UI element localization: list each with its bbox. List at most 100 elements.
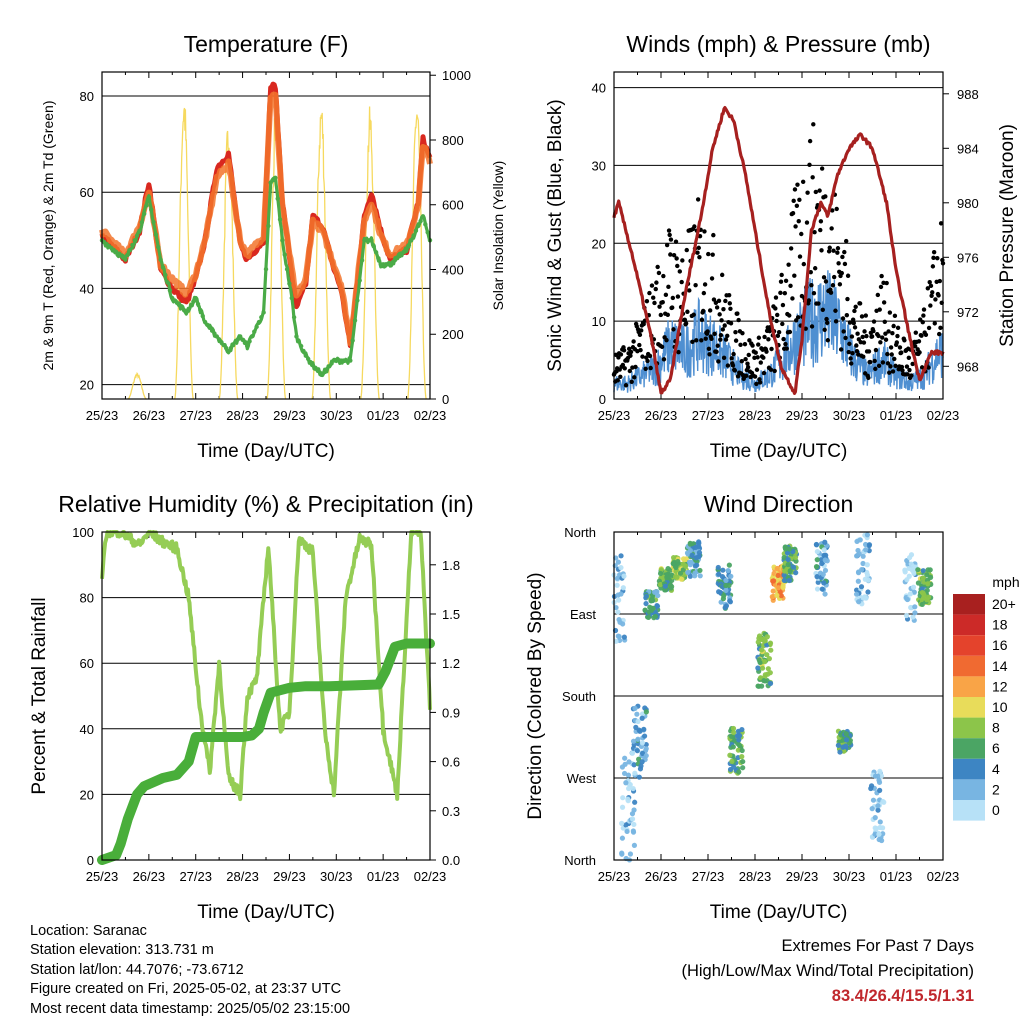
direction-point — [855, 578, 861, 584]
direction-point — [664, 575, 670, 581]
gust-point — [808, 269, 813, 275]
gust-point — [809, 283, 814, 288]
direction-point — [636, 774, 642, 780]
gust-point — [857, 301, 863, 306]
gust-point — [695, 250, 700, 255]
direction-point — [620, 621, 626, 627]
direction-point — [687, 562, 693, 568]
gust-point — [728, 306, 733, 311]
extremes-panel: Extremes For Past 7 Days (High/Low/Max W… — [681, 934, 974, 1009]
direction-point — [723, 582, 729, 589]
gust-point — [639, 328, 644, 333]
direction-point — [657, 581, 664, 588]
gust-point — [937, 278, 943, 284]
x-tick-label: 02/23 — [414, 408, 447, 423]
direction-point — [730, 744, 736, 750]
x-tick-label: 28/23 — [739, 408, 772, 423]
gust-point — [620, 362, 626, 368]
solar-curve — [311, 112, 332, 400]
gust-point — [699, 338, 704, 343]
gust-point — [907, 367, 912, 373]
direction-point — [862, 541, 869, 548]
gust-point — [647, 290, 652, 296]
gust-point — [757, 380, 763, 385]
gust-point — [676, 349, 681, 355]
direction-point — [631, 842, 638, 848]
gust-point — [809, 324, 815, 329]
legend-swatch — [953, 614, 985, 636]
gust-point — [883, 331, 888, 336]
x-tick-label: 01/23 — [367, 408, 400, 423]
direction-point — [915, 567, 921, 573]
gust-point — [850, 317, 856, 322]
y-axis-label: 2m & 9m T (Red, Orange) & 2m Td (Green) — [40, 101, 56, 371]
legend-swatch — [953, 594, 985, 615]
direction-point — [626, 785, 632, 792]
legend-label: 4 — [992, 761, 1000, 777]
gust-point — [805, 190, 810, 195]
gust-point — [723, 298, 728, 304]
data-point — [186, 306, 191, 312]
data-point — [167, 288, 173, 293]
gust-point — [796, 218, 801, 224]
direction-point — [720, 567, 726, 573]
gust-point — [721, 355, 727, 361]
gust-point — [864, 333, 869, 339]
gust-point — [823, 279, 829, 284]
gust-point — [790, 296, 795, 301]
gust-point — [794, 203, 800, 209]
data-point — [144, 203, 149, 208]
data-point — [134, 233, 140, 238]
direction-point — [785, 561, 791, 568]
data-point — [200, 313, 205, 319]
direction-point — [615, 609, 621, 615]
gust-point — [649, 283, 655, 288]
y-tick-label: East — [570, 607, 596, 622]
gust-point — [852, 325, 858, 330]
gust-point — [881, 300, 887, 305]
y-right-tick-label: 984 — [957, 141, 979, 156]
legend-label: 14 — [992, 658, 1008, 674]
direction-point — [634, 711, 640, 717]
legend-label: 10 — [992, 699, 1008, 715]
gust-point — [702, 229, 707, 234]
direction-point — [627, 851, 634, 857]
gust-point — [929, 293, 934, 298]
gust-point — [828, 290, 834, 295]
gust-point — [854, 343, 859, 348]
direction-point — [687, 541, 693, 547]
gust-point — [631, 339, 636, 344]
gust-point — [715, 343, 720, 348]
y-tick-label: 20 — [592, 236, 606, 251]
gust-point — [691, 312, 696, 317]
data-point — [242, 340, 248, 346]
gust-point — [885, 361, 891, 366]
legend-label: 16 — [992, 637, 1008, 653]
y-tick-label: North — [564, 525, 596, 540]
gust-point — [699, 317, 705, 323]
y-axis-label: Sonic Wind & Gust (Blue, Black) — [545, 99, 566, 371]
gust-point — [920, 320, 925, 325]
y-tick-label: 40 — [80, 281, 94, 296]
gust-point — [746, 352, 751, 358]
data-point — [411, 233, 416, 238]
gust-point — [804, 220, 810, 225]
gust-point — [888, 345, 894, 350]
gust-point — [854, 349, 860, 354]
gust-point — [871, 319, 877, 324]
direction-point — [837, 749, 843, 755]
x-tick-label: 01/23 — [880, 869, 913, 884]
gust-point — [873, 347, 879, 353]
direction-point — [761, 678, 767, 684]
gust-point — [645, 358, 650, 364]
data-point — [238, 334, 243, 339]
data-point — [130, 242, 135, 248]
direction-point — [674, 574, 680, 580]
series-gust — [611, 122, 946, 388]
direction-point — [910, 584, 917, 590]
gust-point — [823, 194, 828, 199]
x-tick-label: 26/23 — [645, 869, 678, 884]
gust-point — [772, 368, 777, 374]
y-right-tick-label: 1.2 — [442, 656, 460, 671]
direction-point — [631, 821, 637, 828]
